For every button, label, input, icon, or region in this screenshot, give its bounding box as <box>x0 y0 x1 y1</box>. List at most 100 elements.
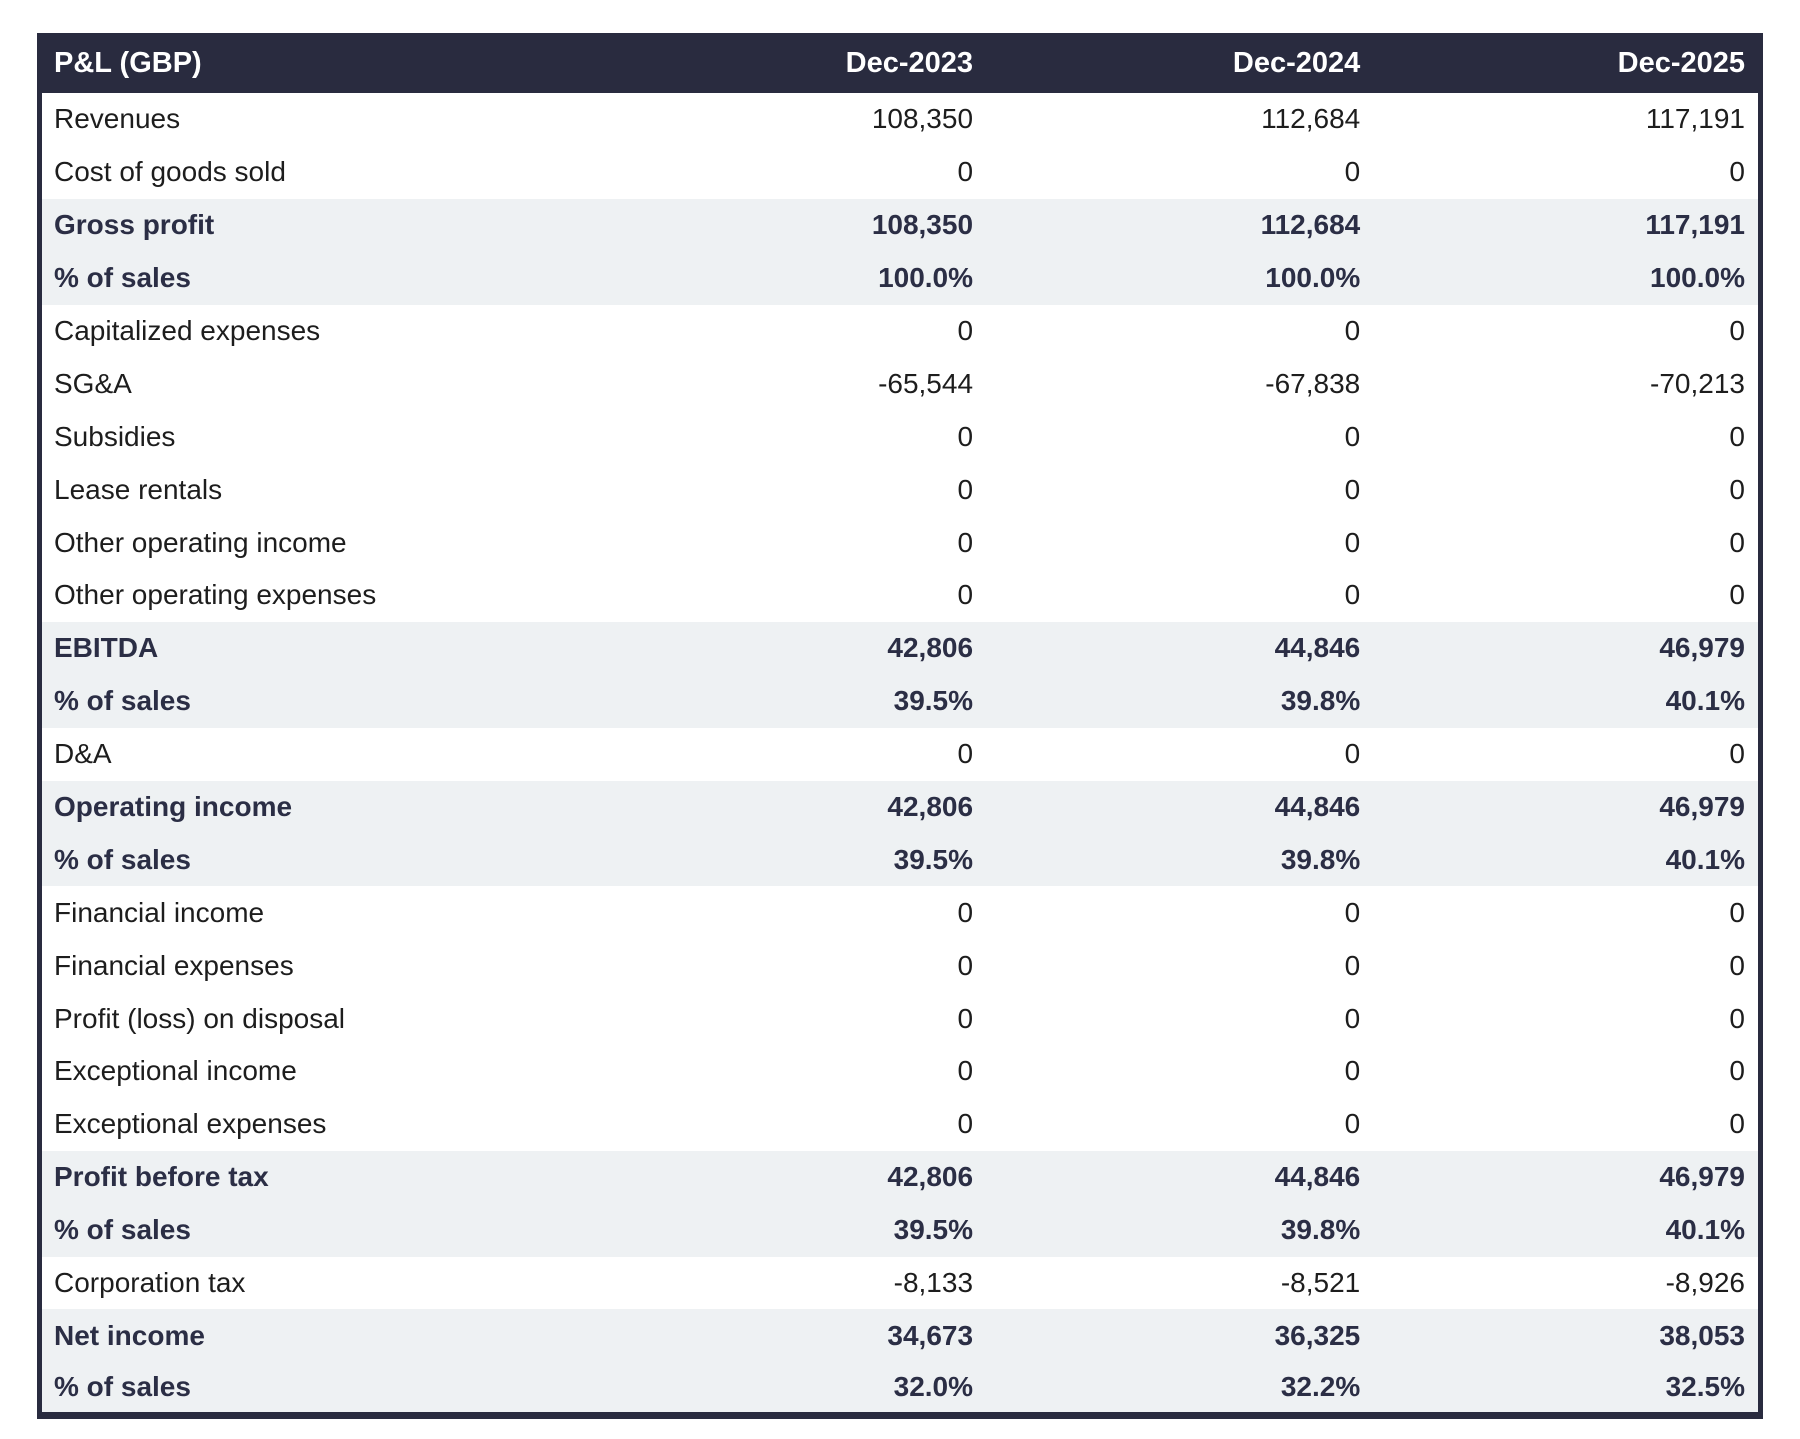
cell-dec-2024: 0 <box>986 1097 1374 1151</box>
table-row: EBITDA 42,806 44,846 46,979 <box>39 621 1761 675</box>
cell-dec-2023: 34,673 <box>676 1309 987 1363</box>
cell-dec-2023: 0 <box>676 145 987 199</box>
row-label: SG&A <box>39 357 677 411</box>
cell-dec-2023: 0 <box>676 410 987 464</box>
row-label: % of sales <box>39 1362 677 1416</box>
row-label: Profit (loss) on disposal <box>39 992 677 1046</box>
table-row: Operating income 42,806 44,846 46,979 <box>39 780 1761 834</box>
column-header-dec-2025: Dec-2025 <box>1373 33 1761 93</box>
cell-dec-2023: 39.5% <box>676 1203 987 1257</box>
row-label: Profit before tax <box>39 1150 677 1204</box>
table-row: Other operating expenses 0 0 0 <box>39 569 1761 622</box>
table-row: % of sales 32.0% 32.2% 32.5% <box>39 1362 1761 1416</box>
cell-dec-2023: 0 <box>676 463 987 517</box>
cell-dec-2025: 0 <box>1373 939 1761 993</box>
cell-dec-2023: 39.5% <box>676 833 987 887</box>
cell-dec-2023: 0 <box>676 516 987 570</box>
table-row: Exceptional expenses 0 0 0 <box>39 1097 1761 1151</box>
cell-dec-2025: 40.1% <box>1373 674 1761 728</box>
cell-dec-2023: 42,806 <box>676 780 987 834</box>
row-label: Financial expenses <box>39 939 677 993</box>
table-header: P&L (GBP) Dec-2023 Dec-2024 Dec-2025 <box>39 33 1761 93</box>
cell-dec-2023: 0 <box>676 992 987 1046</box>
cell-dec-2024: 0 <box>986 516 1374 570</box>
row-label: % of sales <box>39 251 677 305</box>
cell-dec-2024: 0 <box>986 886 1374 940</box>
cell-dec-2024: 39.8% <box>986 1203 1374 1257</box>
row-label: EBITDA <box>39 621 677 675</box>
table-row: Gross profit 108,350 112,684 117,191 <box>39 198 1761 252</box>
cell-dec-2025: 0 <box>1373 727 1761 781</box>
cell-dec-2025: 117,191 <box>1373 93 1761 146</box>
cell-dec-2025: 0 <box>1373 145 1761 199</box>
row-label: Capitalized expenses <box>39 304 677 358</box>
cell-dec-2023: 42,806 <box>676 1150 987 1204</box>
table-row: Capitalized expenses 0 0 0 <box>39 304 1761 358</box>
table-row: % of sales 100.0% 100.0% 100.0% <box>39 251 1761 305</box>
cell-dec-2023: 0 <box>676 727 987 781</box>
pnl-statement: P&L (GBP) Dec-2023 Dec-2024 Dec-2025 Rev… <box>37 33 1763 1419</box>
row-label: Other operating expenses <box>39 569 677 622</box>
cell-dec-2023: 0 <box>676 886 987 940</box>
cell-dec-2024: 0 <box>986 304 1374 358</box>
cell-dec-2023: 108,350 <box>676 198 987 252</box>
cell-dec-2023: 39.5% <box>676 674 987 728</box>
cell-dec-2025: -8,926 <box>1373 1256 1761 1310</box>
cell-dec-2023: 32.0% <box>676 1362 987 1416</box>
cell-dec-2025: 38,053 <box>1373 1309 1761 1363</box>
cell-dec-2025: 40.1% <box>1373 1203 1761 1257</box>
table-row: Profit before tax 42,806 44,846 46,979 <box>39 1150 1761 1204</box>
cell-dec-2025: 0 <box>1373 886 1761 940</box>
cell-dec-2023: 100.0% <box>676 251 987 305</box>
cell-dec-2024: 44,846 <box>986 621 1374 675</box>
cell-dec-2025: 0 <box>1373 1045 1761 1098</box>
cell-dec-2023: 0 <box>676 304 987 358</box>
cell-dec-2023: 108,350 <box>676 93 987 146</box>
cell-dec-2024: 100.0% <box>986 251 1374 305</box>
table-title: P&L (GBP) <box>39 33 677 93</box>
table-row: Exceptional income 0 0 0 <box>39 1045 1761 1098</box>
cell-dec-2025: 46,979 <box>1373 1150 1761 1204</box>
cell-dec-2024: 39.8% <box>986 674 1374 728</box>
row-label: Revenues <box>39 93 677 146</box>
cell-dec-2023: 0 <box>676 1097 987 1151</box>
row-label: % of sales <box>39 833 677 887</box>
table-row: Cost of goods sold 0 0 0 <box>39 145 1761 199</box>
cell-dec-2024: 39.8% <box>986 833 1374 887</box>
cell-dec-2024: 0 <box>986 569 1374 622</box>
row-label: Corporation tax <box>39 1256 677 1310</box>
cell-dec-2024: 0 <box>986 410 1374 464</box>
row-label: Gross profit <box>39 198 677 252</box>
cell-dec-2024: 112,684 <box>986 198 1374 252</box>
cell-dec-2025: 0 <box>1373 992 1761 1046</box>
cell-dec-2025: 0 <box>1373 463 1761 517</box>
cell-dec-2024: 32.2% <box>986 1362 1374 1416</box>
cell-dec-2025: 40.1% <box>1373 833 1761 887</box>
cell-dec-2025: 46,979 <box>1373 780 1761 834</box>
table-row: Revenues 108,350 112,684 117,191 <box>39 93 1761 146</box>
row-label: Net income <box>39 1309 677 1363</box>
row-label: % of sales <box>39 1203 677 1257</box>
cell-dec-2023: 0 <box>676 1045 987 1098</box>
table-row: Net income 34,673 36,325 38,053 <box>39 1309 1761 1363</box>
cell-dec-2024: 0 <box>986 463 1374 517</box>
cell-dec-2025: 0 <box>1373 1097 1761 1151</box>
cell-dec-2024: -67,838 <box>986 357 1374 411</box>
row-label: Operating income <box>39 780 677 834</box>
row-label: Lease rentals <box>39 463 677 517</box>
row-label: Financial income <box>39 886 677 940</box>
cell-dec-2024: 0 <box>986 939 1374 993</box>
table-row: Financial income 0 0 0 <box>39 886 1761 940</box>
cell-dec-2025: 0 <box>1373 516 1761 570</box>
row-label: Exceptional expenses <box>39 1097 677 1151</box>
row-label: Subsidies <box>39 410 677 464</box>
cell-dec-2023: -8,133 <box>676 1256 987 1310</box>
cell-dec-2025: 0 <box>1373 569 1761 622</box>
table-row: Corporation tax -8,133 -8,521 -8,926 <box>39 1256 1761 1310</box>
table-row: % of sales 39.5% 39.8% 40.1% <box>39 1203 1761 1257</box>
column-header-dec-2023: Dec-2023 <box>676 33 987 93</box>
table-row: D&A 0 0 0 <box>39 727 1761 781</box>
cell-dec-2025: 32.5% <box>1373 1362 1761 1416</box>
table-row: Financial expenses 0 0 0 <box>39 939 1761 993</box>
cell-dec-2025: 46,979 <box>1373 621 1761 675</box>
